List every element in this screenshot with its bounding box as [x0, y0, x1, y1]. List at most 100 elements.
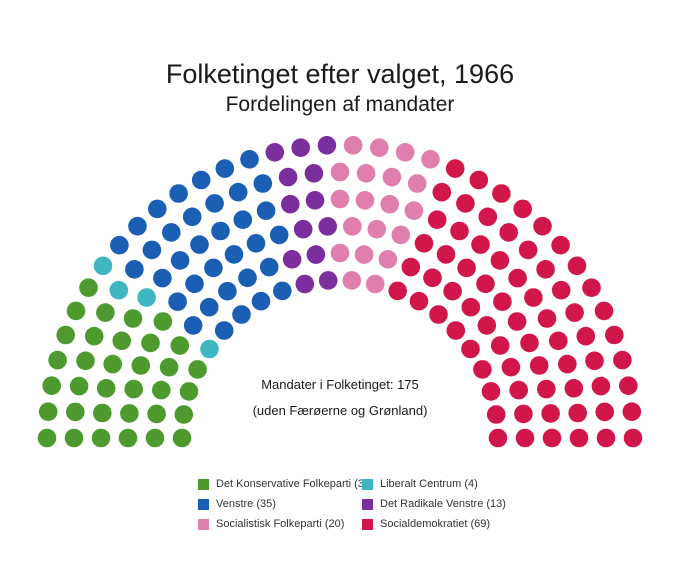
seat-venstre — [232, 305, 251, 324]
seat-socialdemokratiet — [461, 297, 481, 317]
legend-label: Socialdemokratiet (69) — [380, 518, 491, 530]
seat-socialdemokratiet — [551, 235, 570, 255]
seat-liberalt-centrum — [109, 280, 129, 300]
seat-venstre — [259, 257, 279, 277]
seat-socialdemokratiet — [388, 281, 408, 301]
legend-item-konservative: Det Konservative Folkeparti (34) — [198, 474, 374, 494]
seat-socialdemokratiet — [488, 428, 508, 448]
seat-socialistisk-folkeparti — [354, 245, 374, 264]
seat-liberalt-centrum — [93, 256, 113, 276]
legend-label: Det Radikale Venstre (13) — [380, 498, 506, 510]
seat-socialdemokratiet — [409, 291, 429, 311]
seat-socialdemokratiet — [492, 184, 511, 203]
seat-socialdemokratiet — [558, 354, 577, 374]
legend-item-venstre: Venstre (35) — [198, 494, 276, 514]
seat-socialdemokratiet — [551, 280, 571, 300]
seat-det-konservative-folkeparti — [38, 402, 58, 422]
seat-det-konservative-folkeparti — [76, 351, 95, 371]
seat-liberalt-centrum — [137, 288, 156, 307]
seat-det-konservative-folkeparti — [96, 303, 115, 322]
seat-socialdemokratiet — [486, 405, 506, 424]
seat-det-konservative-folkeparti — [120, 404, 139, 423]
seat-venstre — [168, 292, 187, 312]
seat-venstre — [238, 268, 257, 288]
seat-socialdemokratiet — [567, 256, 587, 276]
seat-socialdemokratiet — [490, 336, 510, 355]
seat-det-radikale-venstre — [278, 167, 298, 187]
legend-swatch — [198, 498, 209, 510]
seat-socialdemokratiet — [564, 379, 584, 398]
seat-det-radikale-venstre — [282, 249, 302, 269]
legend-swatch — [362, 518, 373, 530]
seat-det-konservative-folkeparti — [79, 278, 98, 298]
seat-det-konservative-folkeparti — [174, 405, 194, 424]
seat-socialdemokratiet — [509, 380, 528, 400]
seat-venstre — [183, 316, 203, 335]
seat-socialistisk-folkeparti — [342, 271, 362, 290]
seat-det-konservative-folkeparti — [48, 350, 67, 370]
seat-det-radikale-venstre — [291, 138, 311, 157]
seat-socialdemokratiet — [585, 351, 604, 371]
seat-venstre — [142, 240, 162, 260]
seat-venstre — [233, 210, 253, 229]
seat-det-radikale-venstre — [281, 194, 300, 214]
seat-venstre — [169, 184, 188, 203]
seat-socialdemokratiet — [457, 258, 476, 278]
legend-item-radikale-venstre: Det Radikale Venstre (13) — [362, 494, 506, 514]
seat-socialdemokratiet — [450, 221, 469, 241]
seat-socialistisk-folkeparti — [330, 189, 350, 209]
seat-socialdemokratiet — [477, 316, 497, 335]
seat-det-konservative-folkeparti — [172, 428, 192, 448]
seat-socialdemokratiet — [537, 309, 557, 328]
seat-det-konservative-folkeparti — [112, 331, 131, 351]
seat-socialdemokratiet — [490, 251, 510, 270]
seat-socialistisk-folkeparti — [370, 138, 389, 157]
seat-venstre — [170, 251, 190, 270]
seat-socialdemokratiet — [582, 278, 601, 298]
seat-det-konservative-folkeparti — [147, 404, 166, 424]
seat-socialdemokratiet — [520, 333, 539, 353]
seat-socialdemokratiet — [568, 403, 587, 423]
seat-socialdemokratiet — [476, 274, 495, 294]
seat-venstre — [218, 281, 237, 301]
seat-socialdemokratiet — [605, 325, 624, 345]
chart-title: Folketinget efter valget, 1966 — [165, 59, 515, 89]
seat-socialdemokratiet — [569, 428, 589, 448]
seat-socialdemokratiet — [513, 199, 532, 219]
seat-det-konservative-folkeparti — [93, 403, 112, 423]
seat-socialistisk-folkeparti — [382, 167, 402, 187]
seat-socialdemokratiet — [518, 240, 538, 260]
seat-venstre — [215, 159, 235, 178]
legend-swatch — [198, 518, 209, 530]
seat-det-konservative-folkeparti — [96, 379, 116, 398]
seat-socialdemokratiet — [478, 207, 498, 227]
seat-venstre — [191, 170, 211, 190]
seat-socialdemokratiet — [461, 339, 480, 359]
seat-socialdemokratiet — [499, 223, 518, 242]
legend-swatch — [362, 498, 373, 510]
seat-det-konservative-folkeparti — [66, 301, 86, 321]
seat-socialdemokratiet — [481, 382, 501, 401]
seat-det-konservative-folkeparti — [91, 428, 111, 448]
legend-item-socialistisk-folkeparti: Socialistisk Folkeparti (20) — [198, 514, 344, 534]
seat-socialistisk-folkeparti — [330, 162, 350, 182]
seat-det-konservative-folkeparti — [123, 309, 143, 328]
seat-det-konservative-folkeparti — [152, 380, 171, 400]
seat-det-radikale-venstre — [318, 271, 338, 290]
seat-socialdemokratiet — [529, 356, 549, 375]
seat-socialdemokratiet — [515, 428, 535, 448]
seat-det-konservative-folkeparti — [141, 333, 160, 353]
seat-det-radikale-venstre — [317, 136, 337, 155]
seat-socialdemokratiet — [429, 305, 448, 324]
seat-socialdemokratiet — [623, 428, 643, 448]
seat-socialistisk-folkeparti — [343, 136, 363, 155]
seat-det-konservative-folkeparti — [153, 312, 173, 331]
seat-det-konservative-folkeparti — [69, 376, 89, 396]
seat-socialistisk-folkeparti — [407, 174, 427, 193]
seat-socialdemokratiet — [541, 404, 560, 423]
seat-venstre — [153, 268, 172, 288]
seat-socialdemokratiet — [514, 404, 533, 424]
seat-socialdemokratiet — [595, 402, 614, 422]
seat-det-konservative-folkeparti — [37, 428, 57, 448]
seat-venstre — [228, 182, 248, 202]
